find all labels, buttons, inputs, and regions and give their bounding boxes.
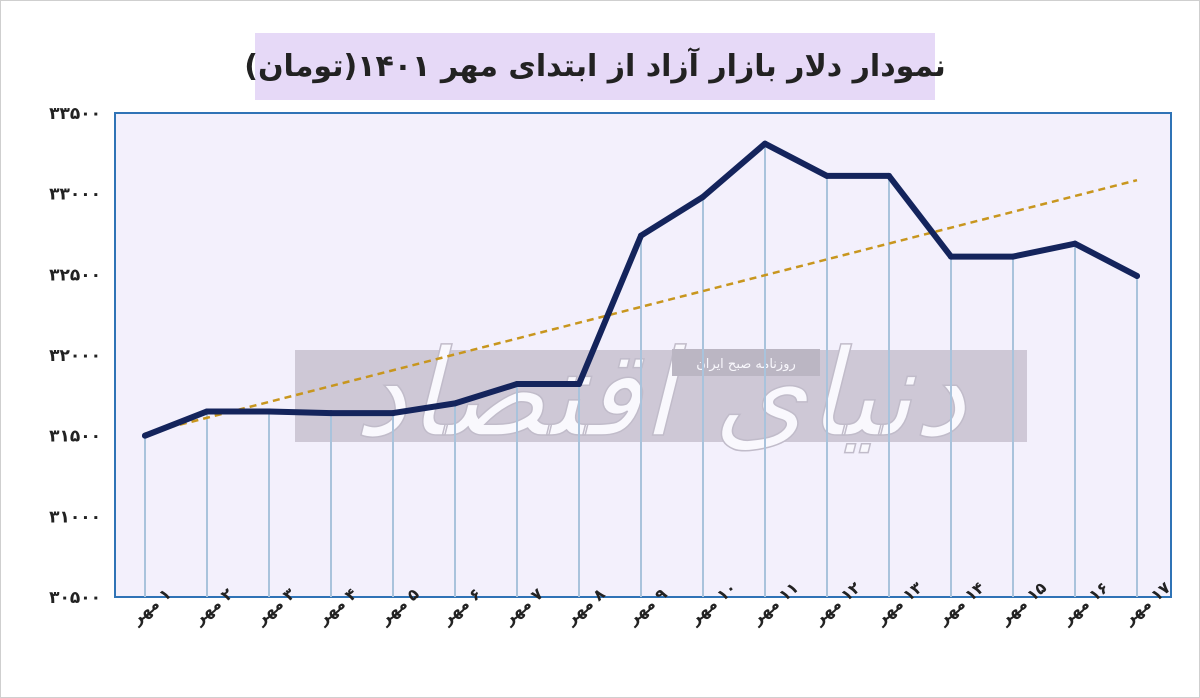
data-points: [142, 140, 1140, 439]
drop-lines: [144, 143, 1138, 597]
chart-title: نمودار دلار بازار آزاد از ابتدای مهر ۱۴۰…: [244, 49, 946, 84]
y-tick-label: ۳۲۵۰۰: [49, 265, 101, 285]
watermark: دنیای اقتصاد روزنامه صبح ایران: [295, 324, 1027, 465]
y-tick-label: ۳۳۵۰۰: [49, 104, 101, 124]
data-point: [1010, 253, 1016, 260]
data-point: [824, 172, 830, 179]
data-point: [452, 400, 458, 407]
y-tick-label: ۳۱۰۰۰: [49, 507, 101, 527]
data-point: [886, 172, 892, 179]
data-point: [514, 381, 520, 388]
data-point: [328, 410, 334, 417]
data-point: [1134, 272, 1140, 279]
y-tick-label: ۳۳۰۰۰: [49, 185, 101, 205]
data-point: [390, 410, 396, 417]
y-tick-label: ۳۱۵۰۰: [49, 427, 101, 447]
data-point: [204, 408, 210, 415]
trendline: [144, 178, 1138, 435]
watermark-brand: دنیای اقتصاد: [354, 325, 967, 464]
chart-title-box: نمودار دلار بازار آزاد از ابتدای مهر ۱۴۰…: [244, 33, 946, 100]
watermark-tagline: روزنامه صبح ایران: [696, 357, 796, 372]
data-point: [266, 408, 272, 415]
data-point: [638, 232, 644, 239]
y-tick-label: ۳۰۵۰۰: [49, 588, 101, 608]
y-tick-label: ۳۲۰۰۰: [49, 346, 101, 366]
data-point: [948, 253, 954, 260]
data-point: [762, 140, 768, 147]
data-point: [700, 193, 706, 200]
data-point: [1072, 240, 1078, 247]
data-point: [142, 432, 148, 439]
data-point: [576, 381, 582, 388]
watermark-tag-box: [672, 349, 820, 376]
y-axis-ticks: ۳۰۵۰۰ ۳۱۰۰۰ ۳۱۵۰۰ ۳۲۰۰۰ ۳۲۵۰۰ ۳۳۰۰۰ ۳۳۵۰۰: [49, 104, 101, 608]
